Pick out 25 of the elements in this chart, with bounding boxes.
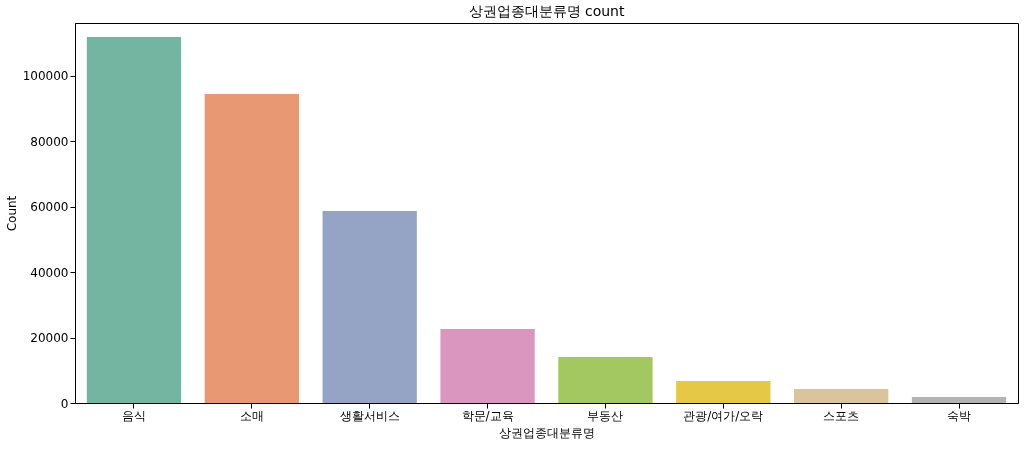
x-tick-label: 음식 [121,408,146,423]
y-axis-title: Count [4,195,19,232]
bar [911,397,1007,403]
y-tick-label: 0 [60,396,69,411]
x-tick-label: 학문/교육 [461,408,514,423]
bar [794,388,889,403]
x-axis-title: 상권업종대분류명 [499,425,595,440]
chart-title: 상권업종대분류명 count [468,3,625,19]
x-tick-label: 관광/여가/오락 [683,408,764,423]
x-tick-label: 숙박 [947,408,972,423]
bar [204,93,299,403]
bar [676,381,771,403]
x-tick-label: 스포츠 [823,408,860,423]
x-tick-label: 소매 [239,408,264,423]
bar [440,329,535,403]
bar [558,356,653,403]
y-tick-label: 20000 [30,331,69,346]
bar [322,211,417,403]
x-tick-label: 부동산 [587,408,624,423]
bar [86,37,182,403]
y-tick-label: 100000 [22,69,69,84]
y-tick-label: 40000 [30,265,69,280]
x-tick-label: 생활서비스 [339,408,400,423]
y-tick-label: 80000 [30,134,69,149]
y-tick-label: 60000 [30,200,69,215]
